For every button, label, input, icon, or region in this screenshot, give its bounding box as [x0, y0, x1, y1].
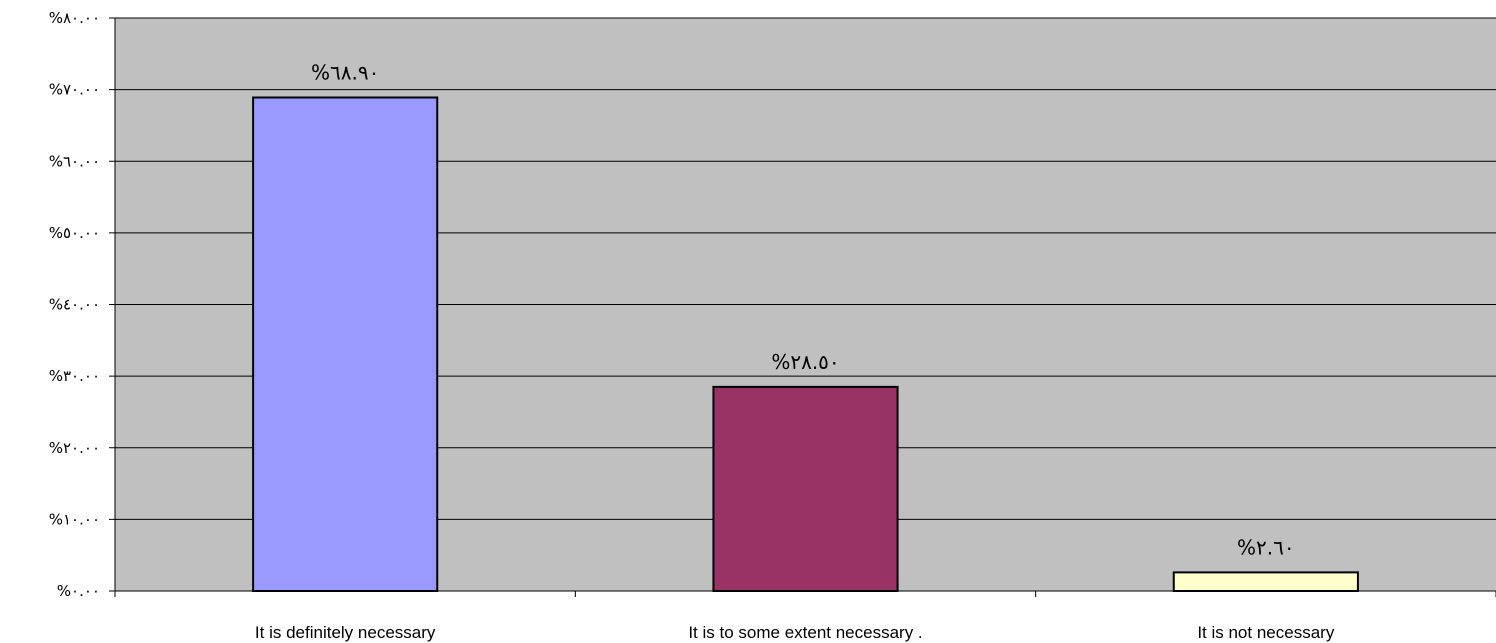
- y-tick-label: %٨٠.٠٠: [49, 9, 100, 27]
- y-ticks: [109, 18, 115, 591]
- x-tick-label: It is definitely necessary: [255, 623, 436, 642]
- x-tick-label: It is to some extent necessary .: [688, 623, 922, 642]
- y-tick-label: %١٠.٠٠: [49, 510, 100, 528]
- x-tick-labels: It is definitely necessary It is to some …: [255, 623, 1335, 642]
- y-tick-label: %٥٠.٠٠: [49, 224, 100, 242]
- x-tick-label: It is not necessary: [1197, 623, 1335, 642]
- y-tick-label: %٢٠.٠٠: [49, 439, 100, 457]
- y-tick-label: %٠.٠٠: [57, 582, 100, 600]
- bar: [253, 98, 437, 591]
- data-label: %٢.٦٠: [1237, 535, 1295, 559]
- data-label: %٦٨.٩٠: [311, 61, 379, 85]
- y-tick-label: %٦٠.٠٠: [49, 152, 100, 170]
- y-tick-label: %٣٠.٠٠: [49, 367, 100, 385]
- bar: [713, 387, 897, 591]
- y-tick-labels: %٠.٠٠ %١٠.٠٠ %٢٠.٠٠ %٣٠.٠٠ %٤٠.٠٠ %٥٠.٠٠ %٦٠.٠…: [49, 9, 100, 600]
- y-tick-label: %٤٠.٠٠: [49, 296, 100, 314]
- data-label: %٢٨.٥٠: [771, 350, 839, 374]
- y-tick-label: %٧٠.٠٠: [49, 81, 100, 99]
- bar: [1174, 572, 1358, 591]
